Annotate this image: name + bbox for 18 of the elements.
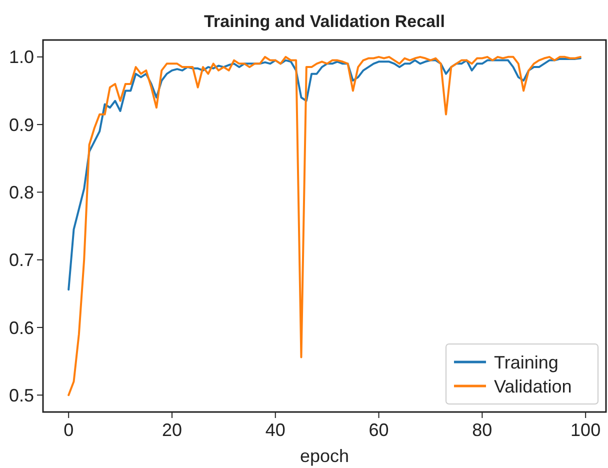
x-tick-label: 100 [570, 420, 601, 440]
y-tick-label: 0.8 [8, 182, 34, 202]
x-axis-title: epoch [300, 446, 350, 466]
x-tick-label: 20 [162, 420, 182, 440]
y-tick-label: 1.0 [8, 47, 34, 68]
legend-label: Training [494, 352, 558, 372]
chart-title: Training and Validation Recall [204, 12, 445, 31]
x-tick-label: 80 [472, 420, 492, 440]
y-tick-label: 0.7 [8, 250, 34, 270]
legend-label: Validation [494, 376, 572, 396]
y-tick-label: 0.6 [8, 318, 34, 338]
y-tick-label: 0.5 [8, 385, 34, 406]
line-series [68, 57, 582, 291]
x-tick-label: 0 [64, 420, 74, 440]
y-tick-label: 0.9 [8, 114, 34, 135]
x-tick-label: 40 [265, 420, 286, 440]
line-series [68, 56, 582, 396]
x-tick-label: 60 [368, 420, 389, 440]
